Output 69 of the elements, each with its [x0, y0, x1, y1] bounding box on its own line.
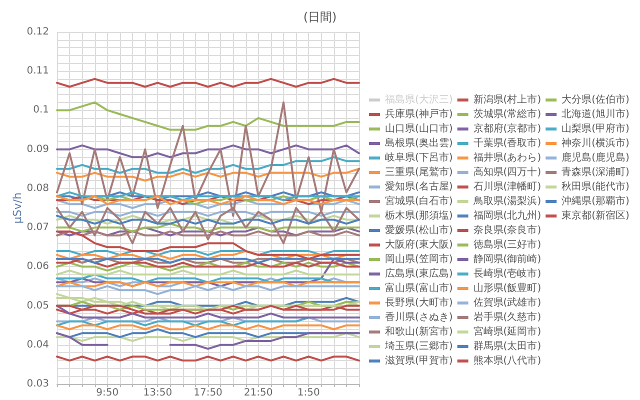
legend-label: 富山県(富山市): [385, 282, 453, 294]
legend-label: 北海道(旭川市): [562, 108, 630, 120]
legend-label: 和歌山(新宮市): [385, 326, 453, 338]
legend-label: 山口県(山口市): [385, 122, 453, 134]
x-tick-label: 17:50: [194, 388, 222, 398]
y-tick-label: 0.05: [26, 300, 49, 312]
legend-label: 長崎県(壱岐市): [473, 268, 542, 280]
legend-label: 山形県(飯豊町): [473, 282, 542, 294]
legend-label: 広島県(東広島): [385, 268, 453, 280]
legend-label: 徳島県(三好市): [473, 238, 542, 250]
legend-label: 鳥取県(湯梨浜): [472, 195, 542, 207]
legend-label: 茨城県(常総市): [473, 108, 542, 120]
legend-label: 奈良県(奈良市): [473, 224, 542, 236]
y-tick-label: 0.12: [26, 26, 49, 38]
legend-label: 三重県(尾鷲市): [385, 166, 453, 178]
line-series: [56, 101, 360, 131]
legend-label: 佐賀県(武雄市): [473, 296, 542, 308]
legend-label: 京都府(京都市): [473, 122, 542, 134]
legend-label: 愛知県(名古屋): [385, 180, 453, 192]
legend-label: 群馬県(太田市): [473, 340, 542, 352]
legend-label: 福井県(あわら): [473, 152, 542, 164]
y-tick-label: 0.08: [26, 182, 49, 194]
legend-label: 東京都(新宿区): [562, 210, 630, 222]
legend-label: 岐阜県(下呂市): [385, 152, 453, 164]
legend-label: 愛媛県(松山市): [385, 224, 453, 236]
y-tick-label: 0.11: [26, 66, 49, 77]
legend-label: 新潟県(村上市): [473, 94, 542, 106]
legend-label: 兵庫県(神戸市): [385, 108, 453, 120]
legend-label: 滋賀県(甲賀市): [385, 354, 453, 366]
legend-label: 鹿児島(鹿児島): [562, 152, 630, 164]
legend-label: 岩手県(久慈市): [473, 311, 542, 323]
legend-label: 長野県(大町市): [385, 296, 453, 308]
legend-label: 島根県(奥出雲): [385, 137, 453, 149]
y-tick-label: 0.09: [26, 144, 49, 155]
legend-label: 宮城県(白石市): [385, 195, 453, 207]
x-tick-label: 21:50: [244, 388, 273, 398]
legend-label: 青森県(深浦町): [562, 166, 630, 178]
legend-label: 神奈川(横浜市): [562, 137, 630, 149]
y-tick-label: 0.04: [26, 339, 49, 350]
legend-label: 栃木県(那須塩): [385, 210, 453, 222]
legend-label: 千葉県(香取市): [473, 137, 542, 149]
legend-label: 静岡県(御前崎): [473, 253, 542, 265]
x-tick-label: 13:50: [143, 388, 172, 398]
x-tick-label: 9:50: [96, 388, 119, 398]
legend-label: 沖縄県(那覇市): [562, 195, 630, 207]
y-axis-title: μSv/h: [10, 192, 24, 224]
chart-title: (日間): [303, 10, 337, 24]
line-series: [56, 230, 360, 260]
legend-label: 秋田県(能代市): [562, 180, 630, 192]
legend-label: 埼玉県(三郷市): [384, 340, 453, 352]
legend-label: 福岡県(北九州): [473, 210, 542, 222]
line-series: [56, 144, 360, 158]
legend-label: 大阪府(東大阪): [385, 238, 453, 250]
y-tick-label: 0.06: [26, 261, 49, 272]
legend-label: 熊本県(八代市): [473, 354, 542, 366]
y-tick-label: 0.03: [26, 378, 49, 390]
x-tick-label: 1:50: [297, 388, 320, 398]
legend-label: 香川県(さぬき): [385, 311, 453, 323]
y-tick-label: 0.07: [26, 222, 49, 234]
legend-label: 石川県(津幡町): [473, 180, 542, 192]
line-series: [56, 168, 360, 182]
y-tick-label: 0.1: [33, 104, 49, 116]
legend-label: 高知県(四万十): [473, 166, 542, 178]
line-series: [56, 156, 360, 174]
legend-label: 宮崎県(延岡市): [473, 326, 542, 338]
legend-label: 大分県(佐伯市): [562, 94, 630, 106]
line-series: [56, 293, 360, 311]
legend-label: 山梨県(甲府市): [562, 122, 630, 134]
legend-label: 岡山県(笠岡市): [385, 253, 453, 265]
